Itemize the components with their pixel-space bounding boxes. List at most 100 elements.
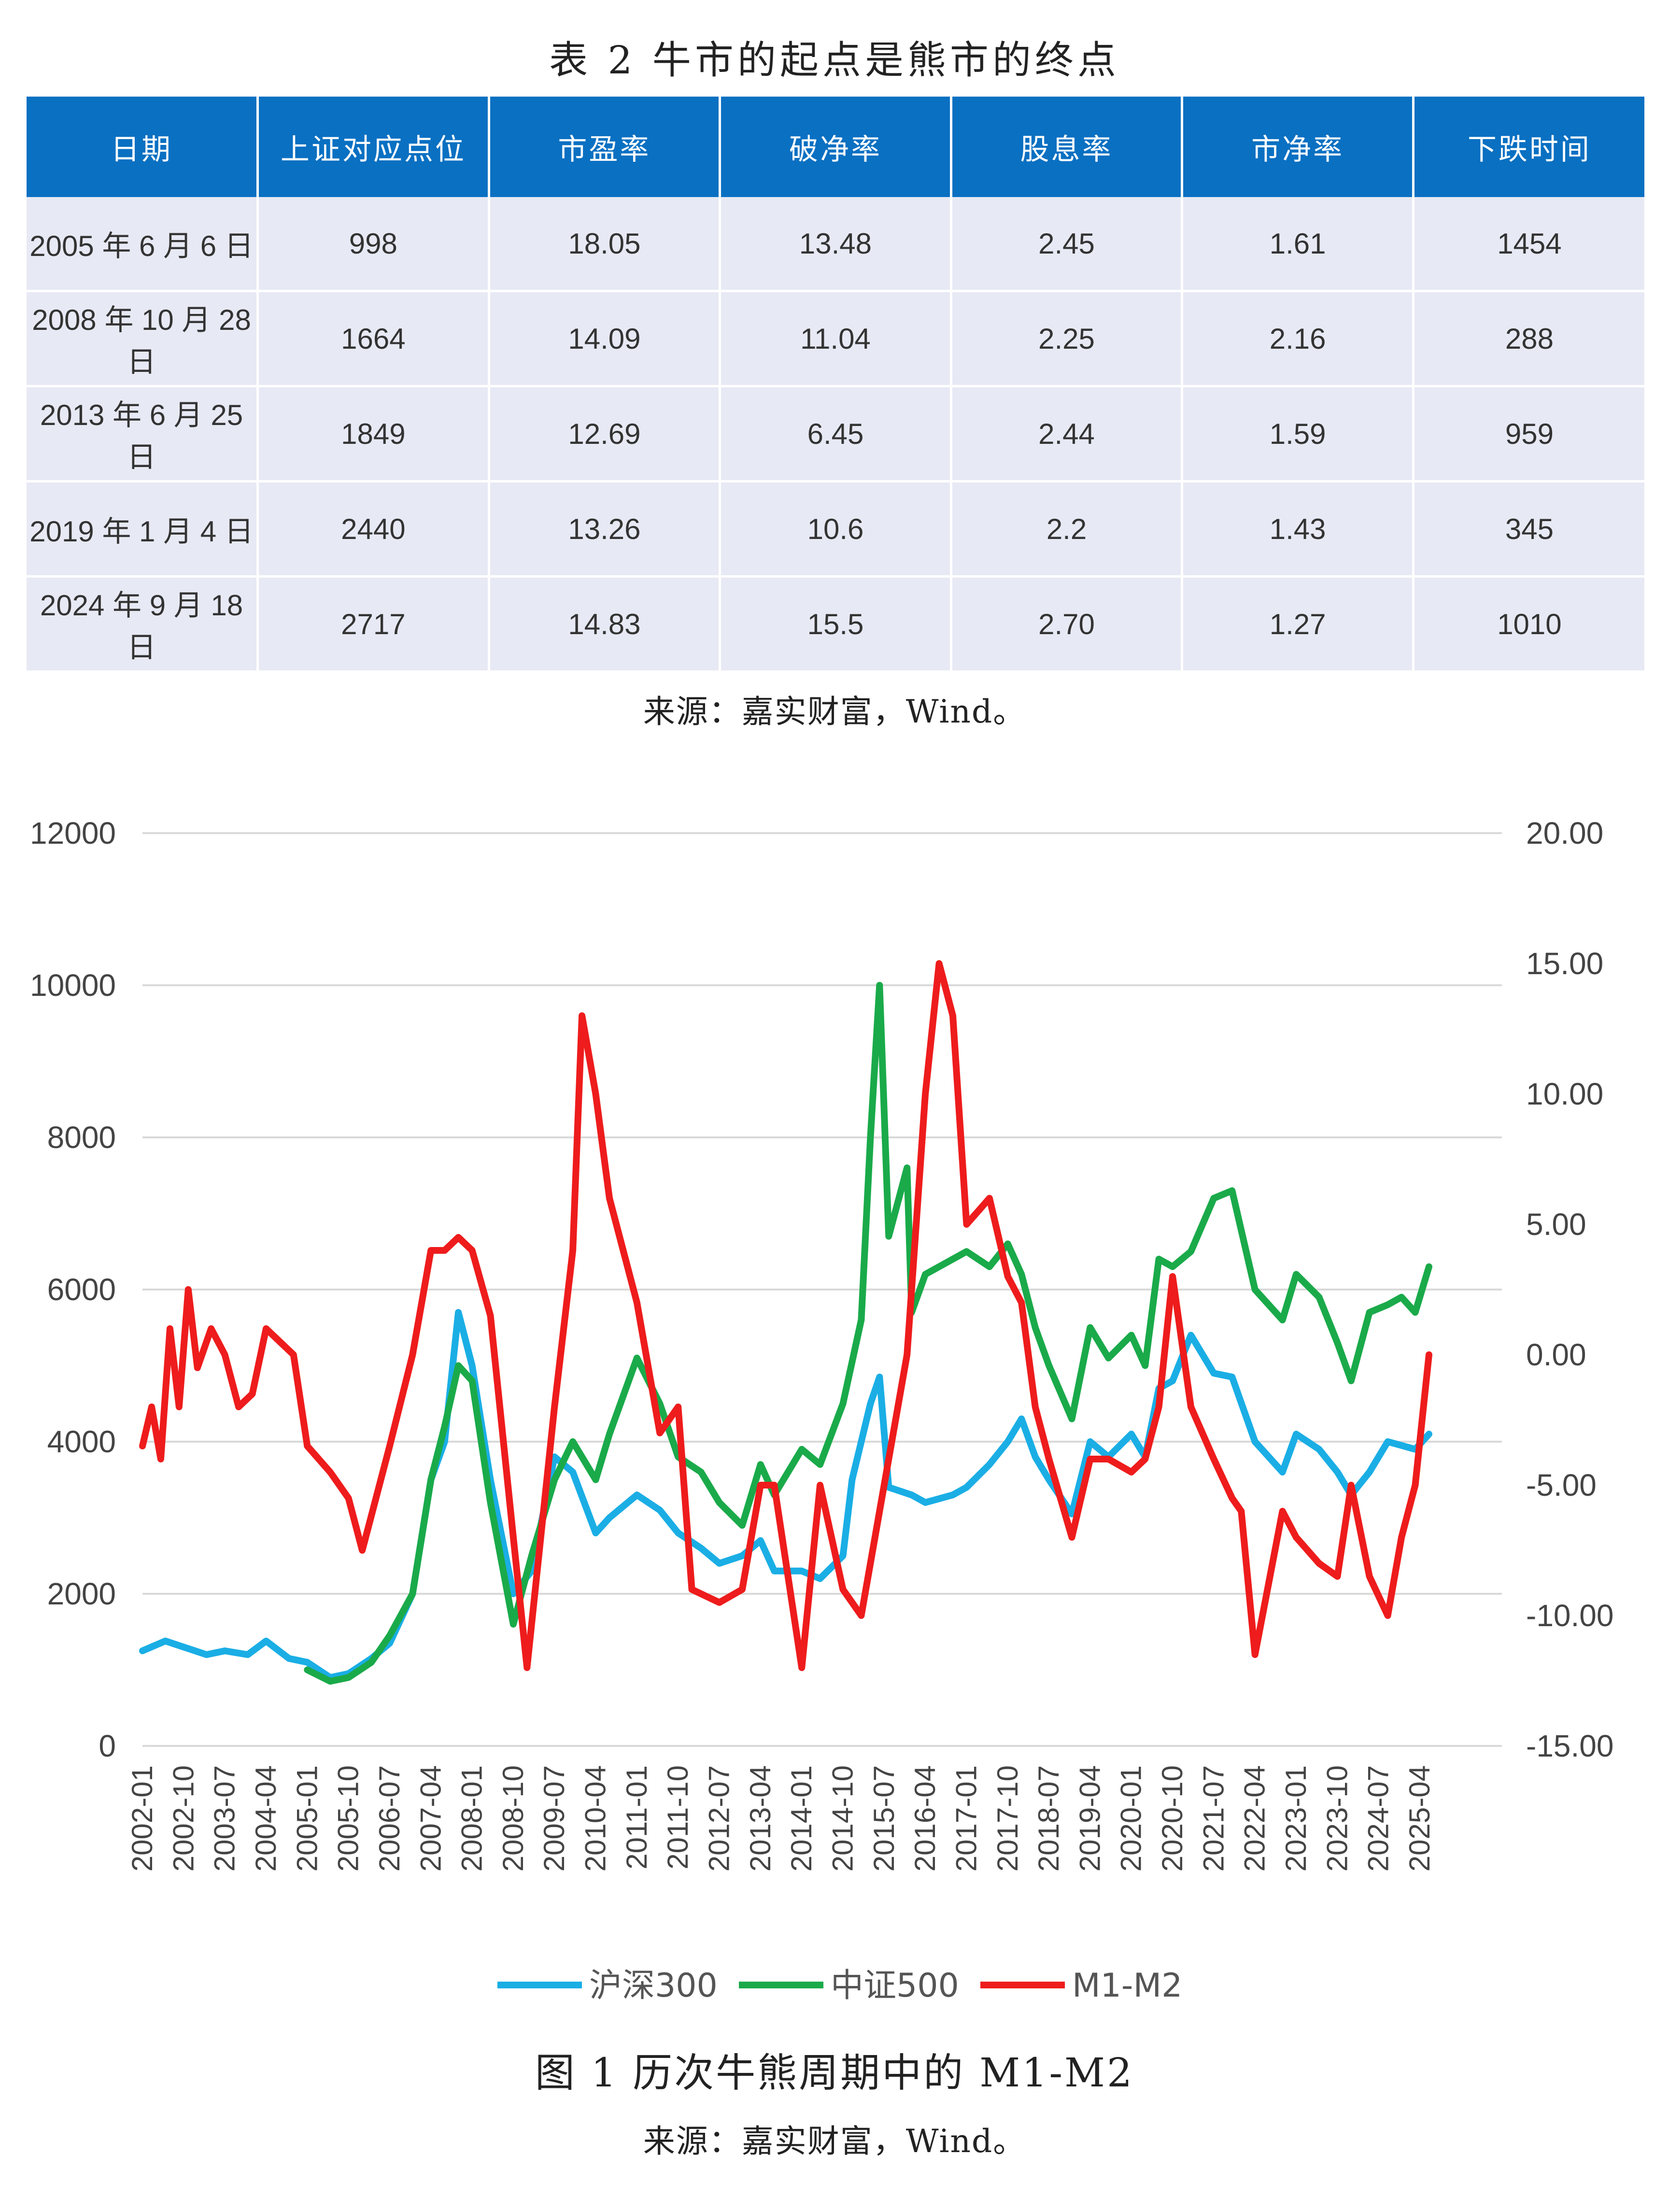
x-tick-label: 2023-01 xyxy=(1280,1765,1312,1872)
table-cell: 2005 年 6 月 6 日 xyxy=(27,197,259,292)
table-cell: 13.26 xyxy=(489,481,721,578)
table-cell: 1.27 xyxy=(1182,576,1414,673)
x-tick-label: 2017-01 xyxy=(950,1765,982,1872)
x-tick-label: 2002-10 xyxy=(167,1765,199,1872)
table-cell: 2.44 xyxy=(951,386,1184,482)
header-pe: 市盈率 xyxy=(489,97,721,197)
x-tick-label: 2014-10 xyxy=(826,1765,859,1872)
y-right-tick-label: 20.00 xyxy=(1526,816,1603,851)
table-cell: 6.45 xyxy=(720,386,952,482)
table-cell: 2013 年 6 月 25 日 xyxy=(27,386,259,482)
x-tick-label: 2011-01 xyxy=(621,1765,653,1870)
table-cell: 2.25 xyxy=(951,291,1184,387)
table-cell: 1.59 xyxy=(1182,386,1414,482)
table-cell: 2024 年 9 月 18 日 xyxy=(27,576,259,673)
x-tick-label: 2014-01 xyxy=(785,1765,818,1872)
table-cell: 2.16 xyxy=(1182,291,1414,387)
y-left-tick-label: 0 xyxy=(99,1729,116,1763)
series-line-中证500 xyxy=(304,982,1432,1685)
table-source: 来源：嘉实财富，Wind。 xyxy=(643,693,1026,730)
y-right-tick-label: -15.00 xyxy=(1526,1729,1613,1763)
x-tick-label: 2010-04 xyxy=(580,1765,612,1872)
y-left-tick-label: 6000 xyxy=(47,1272,116,1307)
table-cell: 1.61 xyxy=(1182,197,1414,292)
x-tick-label: 2009-07 xyxy=(538,1765,570,1872)
table-row: 2005 年 6 月 6 日 998 18.05 13.48 2.45 1.61… xyxy=(27,197,1644,292)
table-cell: 1454 xyxy=(1413,197,1644,292)
legend-label: 沪深300 xyxy=(589,1967,718,2005)
x-tick-label: 2013-04 xyxy=(744,1765,777,1872)
x-tick-label: 2007-04 xyxy=(414,1765,447,1872)
x-tick-label: 2025-04 xyxy=(1403,1765,1436,1872)
table-row: 2024 年 9 月 18 日 2717 14.83 15.5 2.70 1.2… xyxy=(27,576,1644,673)
table-cell: 1664 xyxy=(257,291,490,387)
y-left-tick-label: 10000 xyxy=(30,968,116,1003)
table-cell: 2.2 xyxy=(951,481,1184,578)
y-right-tick-label: 0.00 xyxy=(1526,1337,1586,1372)
x-tick-label: 2017-10 xyxy=(991,1765,1024,1872)
x-tick-label: 2006-07 xyxy=(373,1765,406,1872)
x-tick-label: 2008-01 xyxy=(456,1765,488,1872)
x-tick-label: 2023-10 xyxy=(1321,1765,1353,1872)
x-tick-label: 2018-07 xyxy=(1033,1765,1065,1872)
x-tick-label: 2003-07 xyxy=(209,1765,241,1872)
table-cell: 1010 xyxy=(1413,576,1644,673)
table-cell: 959 xyxy=(1413,386,1644,482)
header-decline-days: 下跌时间 xyxy=(1413,97,1644,197)
x-tick-label: 2022-04 xyxy=(1239,1765,1271,1872)
table-cell: 10.6 xyxy=(720,481,952,578)
y-left-tick-label: 12000 xyxy=(30,816,116,851)
header-pb: 市净率 xyxy=(1182,97,1414,197)
table-cell: 18.05 xyxy=(489,197,721,292)
legend-label: M1-M2 xyxy=(1072,1967,1182,2005)
x-tick-label: 2011-10 xyxy=(662,1765,694,1870)
y-left-tick-label: 4000 xyxy=(47,1424,116,1459)
table-cell: 14.83 xyxy=(489,576,721,673)
header-index-level: 上证对应点位 xyxy=(257,97,490,197)
table-cell: 2440 xyxy=(257,481,490,578)
x-tick-label: 2012-07 xyxy=(703,1765,735,1872)
table-cell: 13.48 xyxy=(720,197,952,292)
table-cell: 998 xyxy=(257,197,490,292)
table-cell: 15.5 xyxy=(720,576,952,673)
header-below-book: 破净率 xyxy=(720,97,952,197)
table-cell: 288 xyxy=(1413,291,1644,387)
y-right-tick-label: 5.00 xyxy=(1526,1207,1586,1242)
header-dividend-yield: 股息率 xyxy=(951,97,1184,197)
x-tick-label: 2005-01 xyxy=(291,1765,323,1872)
valuation-table: 日期 上证对应点位 市盈率 破净率 股息率 市净率 下跌时间 2005 年 6 … xyxy=(27,97,1644,673)
legend-label: 中证500 xyxy=(831,1967,959,2005)
x-tick-label: 2016-04 xyxy=(909,1765,941,1872)
x-tick-label: 2004-04 xyxy=(250,1765,282,1872)
table-cell: 1849 xyxy=(257,386,490,482)
figure-title: 图 1 历次牛熊周期中的 M1-M2 xyxy=(535,2050,1134,2096)
table-cell: 1.43 xyxy=(1182,481,1414,578)
x-tick-label: 2008-10 xyxy=(497,1765,529,1872)
y-right-tick-label: -5.00 xyxy=(1526,1468,1597,1503)
table-cell: 11.04 xyxy=(720,291,952,387)
x-tick-label: 2015-07 xyxy=(868,1765,900,1872)
y-left-tick-label: 2000 xyxy=(47,1576,116,1611)
table-cell: 345 xyxy=(1413,481,1644,578)
table-cell: 2008 年 10 月 28 日 xyxy=(27,291,259,387)
figure-source: 来源：嘉实财富，Wind。 xyxy=(643,2123,1026,2160)
table-cell: 14.09 xyxy=(489,291,721,387)
x-tick-label: 2024-07 xyxy=(1362,1765,1395,1872)
table-title: 表 2 牛市的起点是熊市的终点 xyxy=(549,38,1120,83)
y-left-tick-label: 8000 xyxy=(47,1120,116,1155)
series-line-沪深300 xyxy=(139,1309,1432,1681)
table-cell: 2019 年 1 月 4 日 xyxy=(27,481,259,578)
header-date: 日期 xyxy=(27,97,259,197)
x-tick-label: 2021-07 xyxy=(1197,1765,1230,1872)
y-right-tick-label: 15.00 xyxy=(1526,946,1603,981)
table-cell: 2.70 xyxy=(951,576,1184,673)
x-tick-label: 2005-10 xyxy=(332,1765,365,1872)
table-cell: 12.69 xyxy=(489,386,721,482)
y-right-tick-label: 10.00 xyxy=(1526,1077,1603,1111)
x-tick-label: 2020-10 xyxy=(1156,1765,1188,1872)
table-row: 2008 年 10 月 28 日 1664 14.09 11.04 2.25 2… xyxy=(27,291,1644,387)
x-tick-label: 2019-04 xyxy=(1074,1765,1106,1872)
y-right-tick-label: -10.00 xyxy=(1526,1598,1613,1633)
table-cell: 2.45 xyxy=(951,197,1184,292)
table-header-row: 日期 上证对应点位 市盈率 破净率 股息率 市净率 下跌时间 xyxy=(27,97,1644,197)
